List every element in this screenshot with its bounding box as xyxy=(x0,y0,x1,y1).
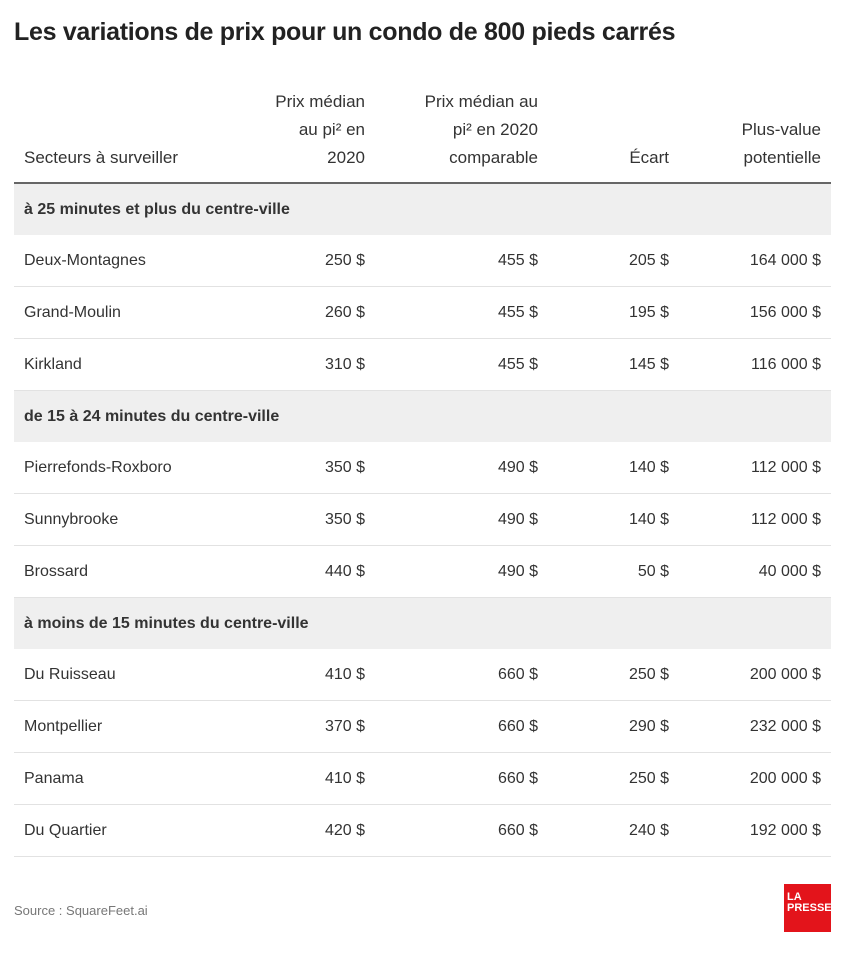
value-cell: 112 000 $ xyxy=(679,442,831,494)
data-row: Kirkland 310 $455 $145 $116 000 $ xyxy=(14,338,831,391)
value-cell: 140 $ xyxy=(548,442,679,494)
sector-name: Panama xyxy=(14,752,250,805)
header-cell: Prix médian au pi² en 2020 xyxy=(250,88,375,184)
group-label: de 15 à 24 minutes du centre-ville xyxy=(14,390,831,442)
value-cell: 370 $ xyxy=(250,700,375,753)
value-cell: 205 $ xyxy=(548,235,679,287)
table-head: Secteurs à surveiller Prix médian au pi²… xyxy=(14,88,831,184)
value-cell: 490 $ xyxy=(375,442,548,494)
value-cell: 240 $ xyxy=(548,804,679,857)
data-row: Panama 410 $660 $250 $200 000 $ xyxy=(14,752,831,805)
value-cell: 660 $ xyxy=(375,649,548,701)
value-cell: 192 000 $ xyxy=(679,804,831,857)
data-row: Montpellier 370 $660 $290 $232 000 $ xyxy=(14,700,831,753)
data-row: Deux-Montagnes 250 $455 $205 $164 000 $ xyxy=(14,235,831,287)
value-cell: 250 $ xyxy=(548,752,679,805)
group-row: de 15 à 24 minutes du centre-ville xyxy=(14,390,831,442)
title: Les variations de prix pour un condo de … xyxy=(14,18,676,46)
group-label: à 25 minutes et plus du centre-ville xyxy=(14,183,831,235)
value-cell: 350 $ xyxy=(250,442,375,494)
value-cell: 40 000 $ xyxy=(679,545,831,598)
data-row: Grand-Moulin 260 $455 $195 $156 000 $ xyxy=(14,286,831,339)
header-row: Secteurs à surveiller Prix médian au pi²… xyxy=(14,88,831,184)
header-cell: Secteurs à surveiller xyxy=(14,88,250,184)
group-row: à moins de 15 minutes du centre-ville xyxy=(14,597,831,649)
value-cell: 145 $ xyxy=(548,338,679,391)
value-cell: 50 $ xyxy=(548,545,679,598)
value-cell: 350 $ xyxy=(250,493,375,546)
group-label: à moins de 15 minutes du centre-ville xyxy=(14,597,831,649)
value-cell: 410 $ xyxy=(250,649,375,701)
sector-name: Brossard xyxy=(14,545,250,598)
sector-name: Grand-Moulin xyxy=(14,286,250,339)
source: Source : SquareFeet.ai xyxy=(14,903,148,918)
price-table: Secteurs à surveiller Prix médian au pi²… xyxy=(14,88,831,857)
logo: LA PRESSE xyxy=(784,884,832,932)
data-row: Du Quartier 420 $660 $240 $192 000 $ xyxy=(14,804,831,857)
logo-text: PRESSE xyxy=(787,902,832,914)
value-cell: 440 $ xyxy=(250,545,375,598)
sector-name: Montpellier xyxy=(14,700,250,753)
value-cell: 232 000 $ xyxy=(679,700,831,753)
header-cell: Prix médian au pi² en 2020 comparable xyxy=(375,88,548,184)
sector-name: Kirkland xyxy=(14,338,250,391)
value-cell: 490 $ xyxy=(375,493,548,546)
sector-name: Du Quartier xyxy=(14,804,250,857)
header-text: Prix médian au pi² en 2020 xyxy=(275,92,365,167)
data-row: Pierrefonds-Roxboro 350 $490 $140 $112 00… xyxy=(14,442,831,494)
value-cell: 156 000 $ xyxy=(679,286,831,339)
value-cell: 310 $ xyxy=(250,338,375,391)
value-cell: 112 000 $ xyxy=(679,493,831,546)
data-row: Sunnybrooke 350 $490 $140 $112 000 $ xyxy=(14,493,831,546)
value-cell: 200 000 $ xyxy=(679,649,831,701)
header-cell: Plus-value potentielle xyxy=(679,88,831,184)
value-cell: 200 000 $ xyxy=(679,752,831,805)
value-cell: 164 000 $ xyxy=(679,235,831,287)
sector-name: Deux-Montagnes xyxy=(14,235,250,287)
value-cell: 660 $ xyxy=(375,804,548,857)
data-row: Du Ruisseau 410 $660 $250 $200 000 $ xyxy=(14,649,831,701)
value-cell: 660 $ xyxy=(375,700,548,753)
table-body: à 25 minutes et plus du centre-ville Deux… xyxy=(14,183,831,857)
header-cell: Écart xyxy=(548,88,679,184)
value-cell: 250 $ xyxy=(250,235,375,287)
value-cell: 490 $ xyxy=(375,545,548,598)
value-cell: 420 $ xyxy=(250,804,375,857)
value-cell: 290 $ xyxy=(548,700,679,753)
group-row: à 25 minutes et plus du centre-ville xyxy=(14,183,831,235)
value-cell: 455 $ xyxy=(375,235,548,287)
sector-name: Pierrefonds-Roxboro xyxy=(14,442,250,494)
value-cell: 660 $ xyxy=(375,752,548,805)
value-cell: 455 $ xyxy=(375,286,548,339)
value-cell: 116 000 $ xyxy=(679,338,831,391)
data-row: Brossard 440 $490 $50 $40 000 $ xyxy=(14,545,831,598)
value-cell: 455 $ xyxy=(375,338,548,391)
value-cell: 195 $ xyxy=(548,286,679,339)
header-text: Prix médian au pi² en 2020 comparable xyxy=(424,92,538,167)
sector-name: Sunnybrooke xyxy=(14,493,250,546)
value-cell: 250 $ xyxy=(548,649,679,701)
value-cell: 140 $ xyxy=(548,493,679,546)
value-cell: 410 $ xyxy=(250,752,375,805)
header-text: Plus-value potentielle xyxy=(741,120,821,167)
sector-name: Du Ruisseau xyxy=(14,649,250,701)
value-cell: 260 $ xyxy=(250,286,375,339)
logo-text: LA xyxy=(787,891,802,903)
